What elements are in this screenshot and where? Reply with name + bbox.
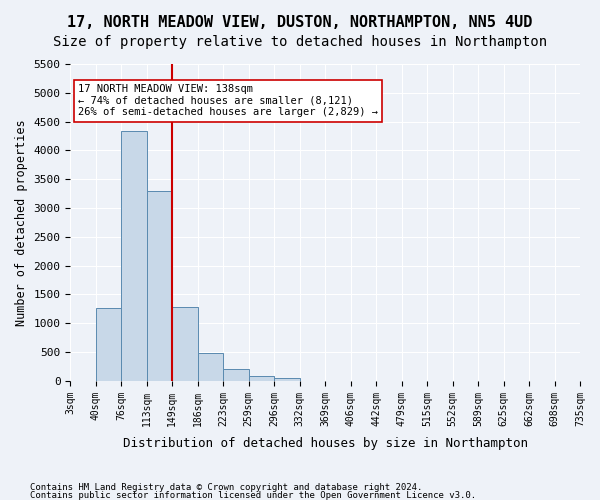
Bar: [198, 352, 223, 381]
Bar: [96, 308, 121, 381]
Bar: [121, 132, 147, 381]
Text: Contains public sector information licensed under the Open Government Licence v3: Contains public sector information licen…: [30, 490, 476, 500]
Bar: [274, 378, 299, 381]
Text: 17, NORTH MEADOW VIEW, DUSTON, NORTHAMPTON, NN5 4UD: 17, NORTH MEADOW VIEW, DUSTON, NORTHAMPT…: [67, 15, 533, 30]
Text: Contains HM Land Registry data © Crown copyright and database right 2024.: Contains HM Land Registry data © Crown c…: [30, 484, 422, 492]
Bar: [147, 191, 172, 381]
Text: Size of property relative to detached houses in Northampton: Size of property relative to detached ho…: [53, 35, 547, 49]
Y-axis label: Number of detached properties: Number of detached properties: [15, 119, 28, 326]
Text: 17 NORTH MEADOW VIEW: 138sqm
← 74% of detached houses are smaller (8,121)
26% of: 17 NORTH MEADOW VIEW: 138sqm ← 74% of de…: [78, 84, 378, 117]
Bar: [172, 307, 198, 381]
Bar: [248, 376, 274, 381]
X-axis label: Distribution of detached houses by size in Northampton: Distribution of detached houses by size …: [122, 437, 527, 450]
Bar: [223, 369, 248, 381]
